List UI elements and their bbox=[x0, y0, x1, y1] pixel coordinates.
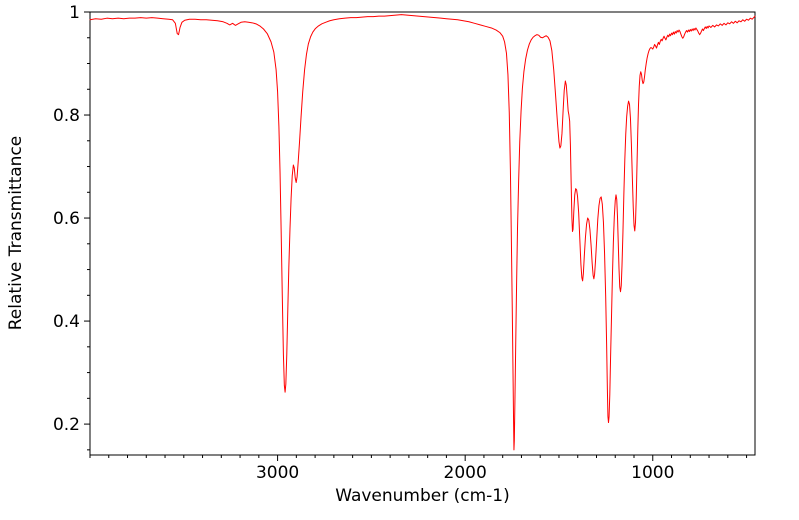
y-tick-label: 0.6 bbox=[53, 209, 80, 229]
x-axis-label: Wavenumber (cm-1) bbox=[335, 486, 510, 506]
y-axis-label: Relative Transmittance bbox=[6, 135, 26, 331]
spectrum-line bbox=[89, 14, 756, 451]
y-tick-label: 0.4 bbox=[53, 312, 80, 332]
plot-border bbox=[89, 11, 756, 456]
y-tick-label: 1 bbox=[69, 3, 80, 23]
x-tick-label: 1000 bbox=[631, 463, 674, 483]
x-tick-label: 2000 bbox=[444, 463, 487, 483]
x-tick-label: 3000 bbox=[256, 463, 299, 483]
y-tick-label: 0.8 bbox=[53, 106, 80, 126]
y-tick-label: 0.2 bbox=[53, 415, 80, 435]
